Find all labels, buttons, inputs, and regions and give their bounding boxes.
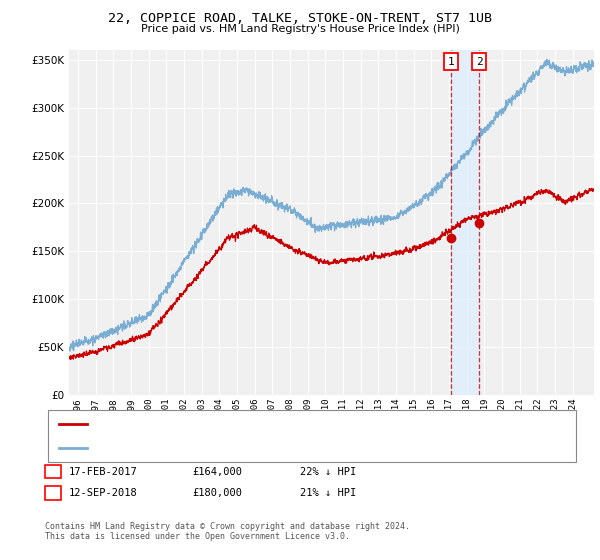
Text: £180,000: £180,000 [192, 488, 242, 498]
Text: 22, COPPICE ROAD, TALKE, STOKE-ON-TRENT, ST7 1UB: 22, COPPICE ROAD, TALKE, STOKE-ON-TRENT,… [108, 12, 492, 25]
Text: 12-SEP-2018: 12-SEP-2018 [69, 488, 138, 498]
Text: HPI: Average price, detached house, Newcastle-under-Lyme: HPI: Average price, detached house, Newc… [93, 443, 422, 453]
Text: 2: 2 [50, 488, 56, 498]
Text: Price paid vs. HM Land Registry's House Price Index (HPI): Price paid vs. HM Land Registry's House … [140, 24, 460, 34]
Bar [451, 50, 479, 395]
Text: 22% ↓ HPI: 22% ↓ HPI [300, 466, 356, 477]
Text: Contains HM Land Registry data © Crown copyright and database right 2024.
This d: Contains HM Land Registry data © Crown c… [45, 522, 410, 542]
Text: 1: 1 [50, 466, 56, 477]
Text: 1: 1 [448, 57, 455, 67]
Text: £164,000: £164,000 [192, 466, 242, 477]
Text: 22, COPPICE ROAD, TALKE, STOKE-ON-TRENT, ST7 1UB (detached house): 22, COPPICE ROAD, TALKE, STOKE-ON-TRENT,… [93, 419, 475, 430]
Text: 17-FEB-2017: 17-FEB-2017 [69, 466, 138, 477]
Text: 21% ↓ HPI: 21% ↓ HPI [300, 488, 356, 498]
Text: 2: 2 [476, 57, 482, 67]
